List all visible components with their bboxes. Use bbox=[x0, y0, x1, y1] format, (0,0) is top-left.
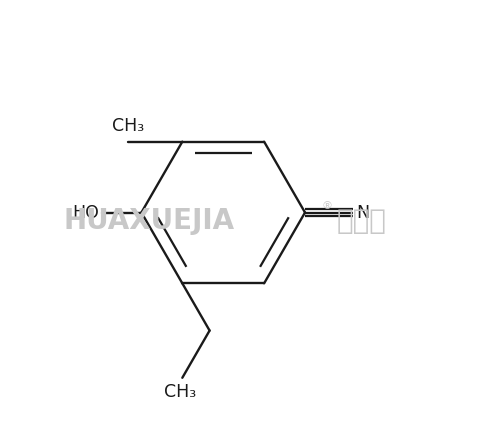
Text: HO: HO bbox=[72, 204, 99, 221]
Text: CH₃: CH₃ bbox=[112, 117, 144, 135]
Text: ®: ® bbox=[322, 201, 333, 211]
Text: 化学加: 化学加 bbox=[336, 207, 386, 235]
Text: N: N bbox=[357, 204, 370, 221]
Text: CH₃: CH₃ bbox=[164, 383, 196, 401]
Text: HUAXUEJIA: HUAXUEJIA bbox=[64, 207, 235, 235]
